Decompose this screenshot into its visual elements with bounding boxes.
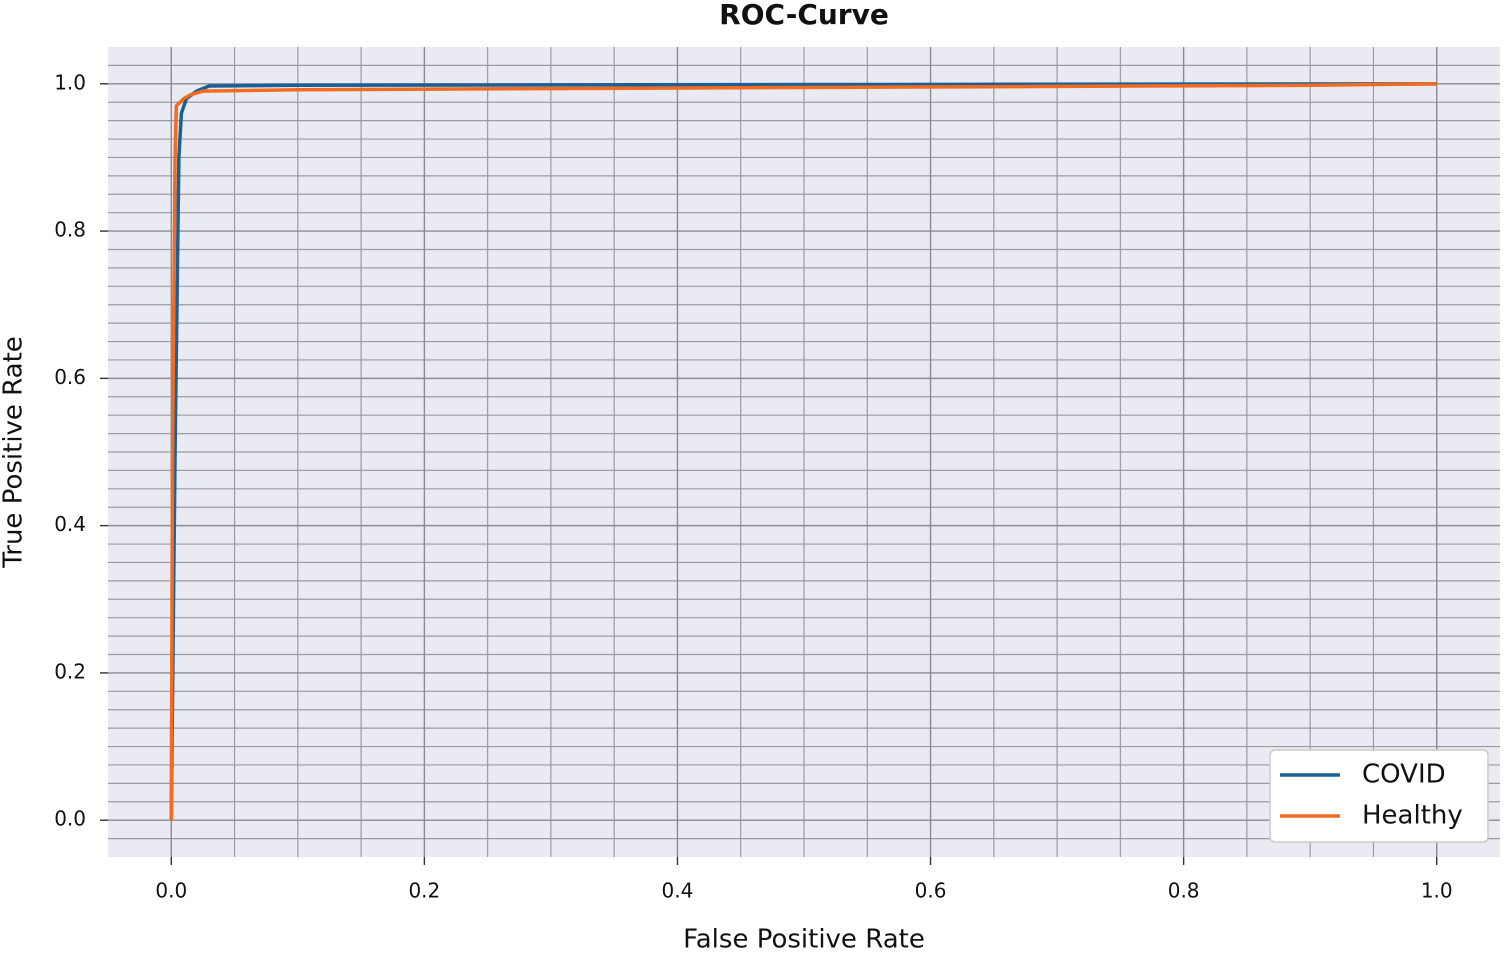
y-tick-label: 0.8 (54, 218, 86, 242)
y-tick-label: 1.0 (54, 70, 86, 94)
legend-label: COVID (1362, 760, 1446, 790)
x-tick-label: 0.8 (1168, 879, 1200, 903)
x-tick-label: 0.0 (155, 879, 187, 903)
x-tick-label: 0.4 (662, 879, 694, 903)
y-tick-label: 0.4 (54, 512, 86, 536)
x-tick-label: 0.2 (408, 879, 440, 903)
legend: COVID Healthy (1269, 749, 1489, 843)
y-tick-label: 0.6 (54, 365, 86, 389)
x-axis-label: False Positive Rate (683, 925, 925, 953)
roc-line (169, 82, 1437, 821)
y-tick-label: 0.0 (54, 807, 86, 831)
legend-box (1269, 749, 1489, 843)
x-tick-label: 1.0 (1421, 879, 1453, 903)
x-tick-label: 0.6 (915, 879, 947, 903)
legend-label: Healthy (1362, 801, 1463, 831)
chart-title: ROC-Curve (719, 0, 889, 31)
y-axis-label: True Positive Rate (0, 336, 29, 569)
y-tick-label: 0.2 (54, 659, 86, 683)
